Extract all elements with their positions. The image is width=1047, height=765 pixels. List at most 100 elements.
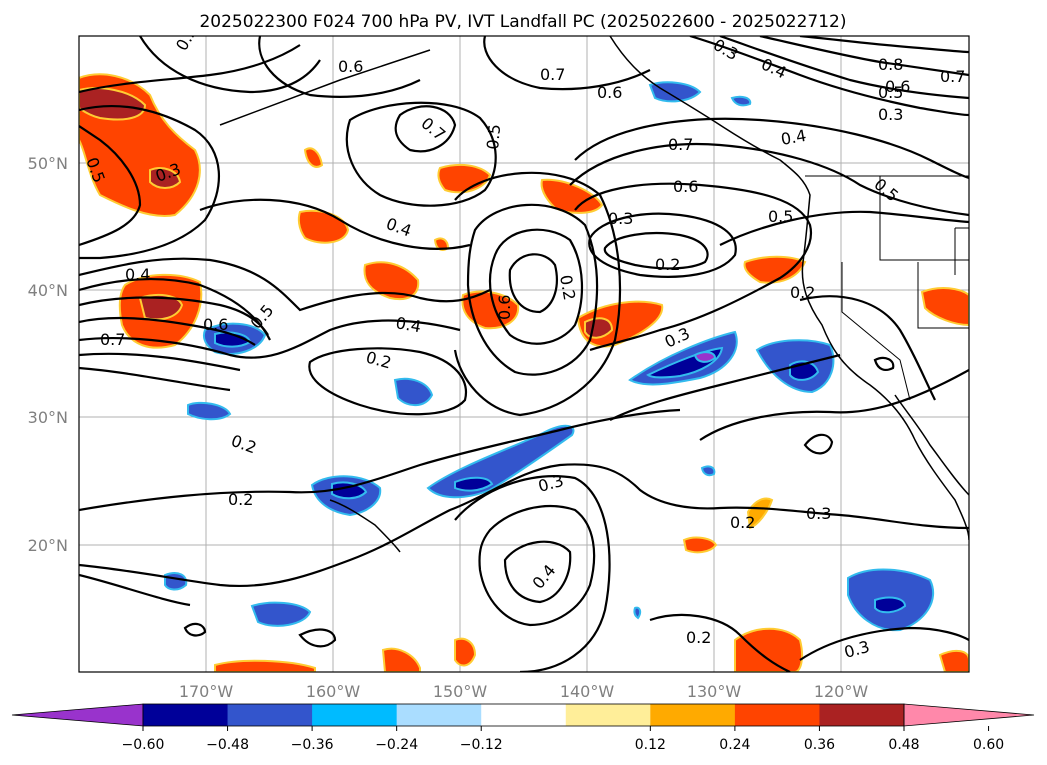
contour-line (649, 613, 791, 672)
contour-line (478, 505, 596, 627)
longitude-labels: 170°W 160°W 150°W 140°W 130°W 120°W (179, 682, 869, 701)
contour-label: 0.5 (878, 83, 903, 102)
pv-blob (633, 606, 642, 620)
contour-line (79, 573, 191, 607)
contour-line (308, 347, 467, 416)
contour-line (799, 626, 969, 661)
contour-line (183, 622, 207, 637)
contour-line (79, 352, 241, 372)
pv-blob (454, 637, 477, 667)
contour-line (454, 475, 611, 672)
contour-label: 0.5 (483, 123, 504, 150)
pv-blob (648, 81, 702, 103)
contour-line (79, 257, 491, 312)
contour-line (689, 36, 969, 117)
colorbar-swatch (227, 704, 313, 726)
contour-label: 0.6 (203, 315, 228, 334)
contour-line (79, 463, 969, 588)
contour-label: 0.3 (608, 209, 633, 228)
pv-blob (746, 497, 774, 530)
colorbar-swatch (396, 704, 482, 726)
contour-label: 0.7 (940, 67, 965, 86)
contour-line (873, 356, 895, 371)
contour-label: 0.6 (885, 77, 910, 96)
contour-line (569, 142, 969, 217)
contour-line (508, 253, 558, 314)
pv-blob (454, 476, 494, 492)
pv-blob (743, 255, 807, 284)
contour-line (79, 366, 231, 392)
colorbar-swatch (734, 704, 820, 726)
contour-line (466, 203, 599, 376)
colorbar-tick-label: −0.36 (291, 737, 334, 753)
pv-blob (331, 481, 368, 500)
pv-blob (920, 287, 969, 327)
contour-label: 0.7 (540, 65, 565, 84)
contour-line (79, 296, 269, 336)
contour-label: 0.3 (806, 504, 831, 523)
pv-blob (730, 95, 752, 107)
baja-coast (894, 394, 969, 496)
contour-label: 0.4 (779, 126, 807, 149)
pv-blob (540, 178, 604, 214)
island-chain (219, 49, 431, 126)
colorbar-segments (11, 703, 1035, 727)
contour-label: 0.2 (655, 255, 680, 274)
contour-line (483, 36, 651, 91)
pv-blob (250, 601, 312, 627)
pv-blob (381, 647, 421, 672)
lon-label-120w: 120°W (814, 682, 869, 701)
contour-line (199, 198, 471, 250)
contour-label: 0.2 (790, 283, 815, 302)
state-border (841, 262, 911, 401)
colorbar-tick-label: −0.48 (206, 737, 249, 753)
lat-label-40n: 40°N (28, 281, 68, 300)
contour-label: 0.7 (100, 330, 125, 349)
pv-blob (437, 163, 492, 194)
map-background (79, 36, 969, 672)
pv-blob (700, 465, 716, 477)
state-border (917, 262, 969, 329)
colorbar: −0.60 −0.48 −0.36 −0.24 −0.12 0.12 0.24 0.36 0.4… (11, 703, 1035, 753)
contour-label: 0.5 (768, 207, 793, 226)
hawaii (329, 499, 401, 553)
contour-line (79, 104, 221, 260)
contour-line (799, 36, 969, 54)
lat-label-30n: 30°N (28, 408, 68, 427)
contour-label: 0.8 (878, 55, 903, 74)
lat-label-20n: 20°N (28, 536, 68, 555)
contour-line (609, 353, 841, 421)
colorbar-swatch (481, 704, 567, 726)
contour-line (345, 101, 497, 207)
contour-label: 0.6 (338, 57, 363, 76)
contour-line (603, 232, 709, 270)
contour-line (699, 369, 969, 441)
lon-label-140w: 140°W (560, 682, 615, 701)
contour-line (394, 105, 457, 153)
contour-label: 0.2 (686, 628, 711, 647)
contour-label: 0.6 (673, 177, 698, 196)
contour-line (258, 36, 421, 98)
pv-blob (149, 167, 182, 189)
contour-label: 0.7 (668, 135, 693, 154)
colorbar-tick-label: 0.24 (719, 737, 750, 753)
contour-line (79, 319, 461, 359)
colorbar-extend-min (11, 703, 144, 727)
map-panel: 0.5 0.6 0.7 0.6 0.3 0.4 0.8 0.6 0.5 0.7 … (79, 36, 969, 672)
contour-line (79, 44, 301, 94)
contour-line (588, 212, 737, 278)
colorbar-tick-label: 0.12 (635, 737, 666, 753)
contour-label: 0.2 (730, 513, 755, 532)
contour-line (139, 36, 321, 94)
contour-line (574, 182, 813, 352)
pv-blob (303, 147, 324, 168)
colorbar-tick-label: 0.48 (888, 737, 919, 753)
pv-blob (214, 659, 316, 672)
pv-blob (164, 572, 188, 591)
colorbar-tick-label: −0.24 (375, 737, 418, 753)
map-frame (78, 35, 970, 673)
contour-line (574, 117, 969, 180)
colorbar-swatch (650, 704, 736, 726)
contour-label: 0.4 (125, 265, 150, 284)
